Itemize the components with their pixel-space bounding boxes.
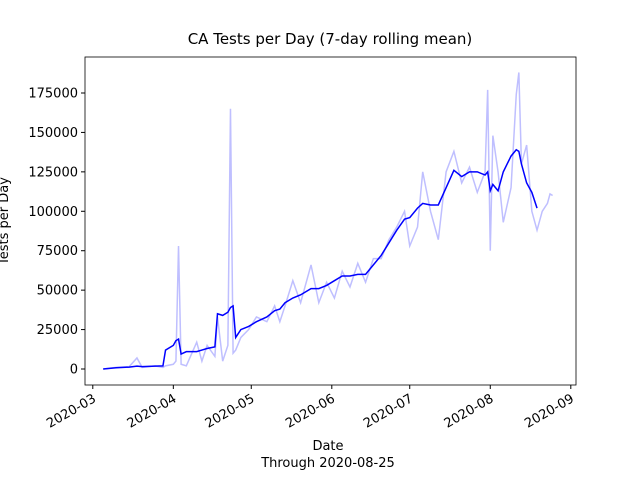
x-axis-sublabel: Through 2020-08-25 <box>260 456 395 471</box>
chart-title: CA Tests per Day (7-day rolling mean) <box>188 30 473 48</box>
y-tick-label: 100000 <box>28 205 78 220</box>
data-line <box>103 148 538 370</box>
x-tick-label: 2020-06 <box>283 391 338 431</box>
x-tick-label: 2020-05 <box>203 391 258 431</box>
x-tick-label: 2020-03 <box>44 391 99 431</box>
y-tick-label: 75000 <box>37 244 78 259</box>
plot-frame <box>84 56 577 386</box>
x-axis-label: Date <box>312 439 343 454</box>
y-tick-label: 50000 <box>37 284 78 299</box>
x-tick-label: 2020-07 <box>361 391 416 431</box>
y-axis-label: Tests per Day <box>0 177 12 266</box>
y-tick-label: 175000 <box>28 86 78 101</box>
y-tick-label: 125000 <box>28 165 78 180</box>
y-tick-label: 25000 <box>37 323 78 338</box>
x-tick-label: 2020-08 <box>442 391 497 431</box>
y-tick-label: 150000 <box>28 126 78 141</box>
x-tick-label: 2020-09 <box>522 391 577 431</box>
y-tick-label: 0 <box>70 362 78 377</box>
data-line <box>103 72 554 370</box>
x-tick-label: 2020-04 <box>125 391 180 431</box>
